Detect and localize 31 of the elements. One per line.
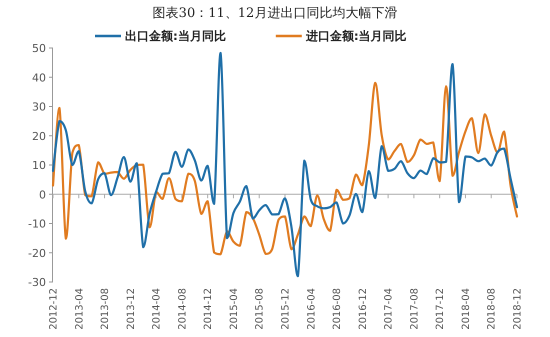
y-tick-label: -30: [28, 276, 46, 289]
x-tick-label: 2013-04: [74, 288, 86, 330]
x-tick-label: 2018-08: [486, 288, 498, 330]
x-tick-label: 2015-04: [228, 288, 240, 330]
y-tick-label: 30: [32, 100, 46, 114]
x-tick-label: 2017-08: [409, 288, 420, 330]
x-tick-label: 2017-04: [384, 288, 395, 330]
x-tick-label: 2016-04: [306, 288, 318, 330]
x-tick-label: 2015-12: [280, 288, 292, 330]
x-tick-label: 2018-12: [512, 288, 524, 330]
x-tick-label: 2014-12: [203, 288, 214, 330]
y-tick-label: 20: [32, 130, 46, 143]
y-tick-label: -10: [28, 218, 46, 230]
x-tick-label: 2014-04: [152, 288, 163, 330]
x-tick-label: 2016-12: [358, 288, 369, 330]
x-tick-label: 2013-12: [126, 288, 137, 330]
legend-label: 出口金额:当月同比: [125, 29, 226, 43]
chart-title: 图表30：11、12月进出口同比均大幅下滑: [152, 6, 398, 21]
x-tick-label: 2018-04: [460, 288, 472, 330]
x-tick-label: 2014-08: [177, 288, 188, 330]
x-tick-label: 2013-08: [100, 288, 112, 330]
y-tick-label: 10: [32, 159, 46, 172]
x-tick-label: 2017-12: [435, 288, 446, 330]
y-tick-label: 0: [39, 188, 46, 202]
legend-label: 进口金额:当月同比: [304, 29, 407, 43]
y-tick-label: -20: [28, 246, 46, 260]
x-tick-label: 2016-08: [332, 288, 344, 330]
x-tick-label: 2015-08: [254, 288, 266, 330]
x-tick-label: 2012-12: [48, 288, 60, 330]
y-tick-label: 40: [32, 71, 46, 84]
y-tick-label: 50: [32, 42, 46, 55]
